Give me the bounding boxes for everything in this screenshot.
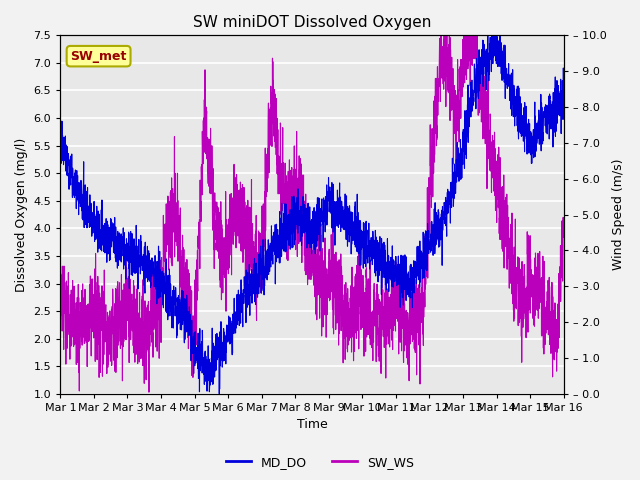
X-axis label: Time: Time bbox=[296, 419, 328, 432]
Text: SW_met: SW_met bbox=[70, 49, 127, 63]
Legend: MD_DO, SW_WS: MD_DO, SW_WS bbox=[221, 451, 419, 474]
Y-axis label: Dissolved Oxygen (mg/l): Dissolved Oxygen (mg/l) bbox=[15, 137, 28, 292]
Y-axis label: Wind Speed (m/s): Wind Speed (m/s) bbox=[612, 159, 625, 270]
Title: SW miniDOT Dissolved Oxygen: SW miniDOT Dissolved Oxygen bbox=[193, 15, 431, 30]
